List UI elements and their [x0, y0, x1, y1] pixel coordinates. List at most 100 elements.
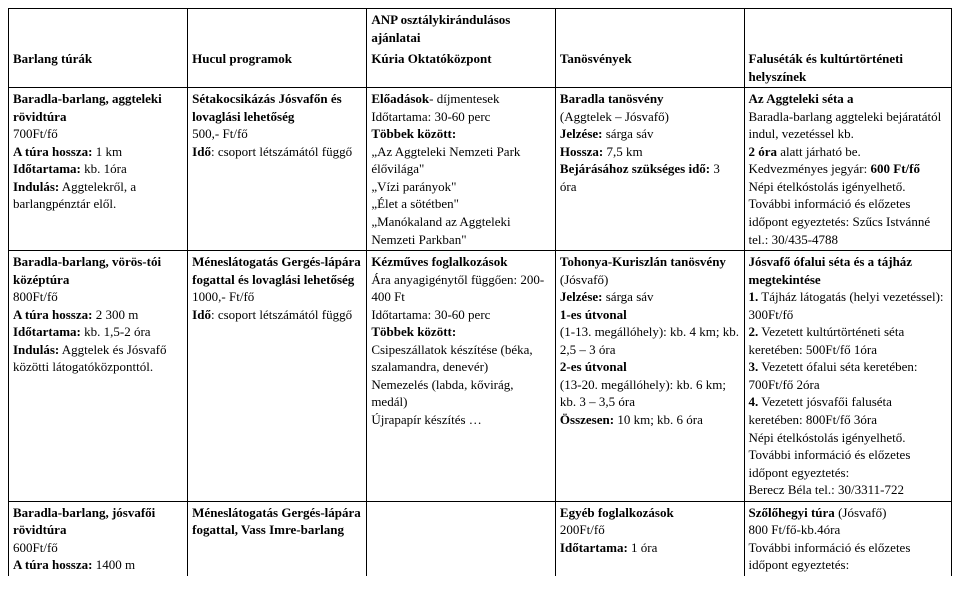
r1c5-l1: Baradla-barlang aggteleki bejáratától in… [749, 109, 942, 142]
r2c5-n1b: 1. [749, 289, 759, 304]
r1c4: Baradla tanösvény (Aggtelek – Jósvafő) J… [555, 88, 744, 251]
r3c1: Baradla-barlang, jósvafői rövidtúra 600F… [9, 501, 188, 576]
header-c1-text: Barlang túrák [13, 51, 92, 66]
r1c5-title: Az Aggteleki séta a [749, 91, 854, 106]
r2c4-r2t: (13-20. megállóhely): kb. 6 km; kb. 3 – … [560, 377, 726, 410]
r1c4-walk-lbl: Bejárásához szükséges idő: [560, 161, 710, 176]
r3c5: Szőlőhegyi túra (Jósvafő) 800 Ft/fő-kb.4… [744, 501, 952, 576]
r1c3-i3: „Élet a sötétben" [371, 196, 459, 211]
r1c3: Előadások- díjmentesek Időtartama: 30-60… [367, 88, 556, 251]
r1c2-time-val: : csoport létszámától függő [211, 144, 352, 159]
r2c5-l6: Berecz Béla tel.: 30/3311-722 [749, 482, 904, 497]
anp-title: ANP osztálykirándulásos ajánlatai [371, 12, 510, 45]
r3c2-title: Méneslátogatás Gergés-lápára fogattal, V… [192, 505, 361, 538]
r1c3-among-lbl: Többek között: [371, 126, 456, 141]
r1c3-dur: Időtartama: 30-60 perc [371, 109, 490, 124]
r3c1-len-val: 1400 m [92, 557, 135, 572]
header-c5-text: Faluséták és kultúrtörténeti helyszínek [749, 51, 904, 84]
r2c5-l5: További információ és előzetes időpont e… [749, 447, 911, 480]
r2c1-title: Baradla-barlang, vörös-tói középtúra [13, 254, 161, 287]
header-c3-text: Kúria Oktatóközpont [371, 51, 491, 66]
r2c4-r2b: 2-es útvonal [560, 359, 627, 374]
table-row: Baradla-barlang, vörös-tói középtúra 800… [9, 251, 952, 502]
r2c5-n2r: Vezetett kultúrtörténeti séta keretében:… [749, 324, 905, 357]
r3c1-price: 600Ft/fő [13, 540, 58, 555]
header-c4-text: Tanösvények [560, 51, 632, 66]
r2c1-len-lbl: A túra hossza: [13, 307, 92, 322]
r1c3-title: Előadások [371, 91, 429, 106]
r2c4-title-a: Tohonya-Kuriszlán tanösvény [560, 254, 726, 269]
r2c4: Tohonya-Kuriszlán tanösvény (Jósvafő) Je… [555, 251, 744, 502]
r1c2-price: 500,- Ft/fő [192, 126, 248, 141]
r2c1: Baradla-barlang, vörös-tói középtúra 800… [9, 251, 188, 502]
r2c5-n2b: 2. [749, 324, 759, 339]
r1c4-len-lbl: Hossza: [560, 144, 603, 159]
r2c1-start-lbl: Indulás: [13, 342, 59, 357]
r3c4-dur-lbl: Időtartama: [560, 540, 628, 555]
r2c1-len-val: 2 300 m [92, 307, 138, 322]
table-row: Baradla-barlang, aggteleki rövidtúra 700… [9, 88, 952, 251]
r1c1-len-lbl: A túra hossza: [13, 144, 92, 159]
r3c5-title-b: (Jósvafő) [835, 505, 887, 520]
r2c3-i1: Csipeszállatok készítése (béka, szalaman… [371, 342, 532, 375]
empty-cell [555, 9, 744, 49]
r2c2: Méneslátogatás Gergés-lápára fogattal és… [188, 251, 367, 502]
r1c1-title: Baradla-barlang, aggteleki rövidtúra [13, 91, 162, 124]
r2c1-dur-lbl: Időtartama: [13, 324, 81, 339]
r3c4: Egyéb foglalkozások 200Ft/fő Időtartama:… [555, 501, 744, 576]
r1c5-l2b: 2 óra [749, 144, 778, 159]
header-c4: Tanösvények [555, 48, 744, 88]
r2c5-n1r: Tájház látogatás (helyi vezetéssel): 300… [749, 289, 944, 322]
r2c3-p1: Ára anyagigénytől függően: 200-400 Ft [371, 272, 544, 305]
r2c2-time-lbl: Idő [192, 307, 211, 322]
r2c3-among-lbl: Többek között: [371, 324, 456, 339]
r1c3-i2: „Vízi parányok" [371, 179, 456, 194]
r1c4-mark-lbl: Jelzése: [560, 126, 603, 141]
empty-cell [188, 9, 367, 49]
r3c4-dur-val: 1 óra [628, 540, 658, 555]
r2c4-sum-val: 10 km; kb. 6 óra [614, 412, 703, 427]
r2c5-l4: Népi ételkóstolás igényelhető. [749, 430, 906, 445]
r2c4-mark-lbl: Jelzése: [560, 289, 603, 304]
r1c5-l4: Népi ételkóstolás igényelhető. [749, 179, 906, 194]
r1c1-dur-lbl: Időtartama: [13, 161, 81, 176]
r1c5: Az Aggteleki séta a Baradla-barlang aggt… [744, 88, 952, 251]
r2c5: Jósvafő ófalui séta és a tájház megtekin… [744, 251, 952, 502]
r2c3-title: Kézműves foglalkozások [371, 254, 507, 269]
r2c3: Kézműves foglalkozások Ára anyagigénytől… [367, 251, 556, 502]
r1c3-i4: „Manókaland az Aggteleki Nemzeti Parkban… [371, 214, 510, 247]
r1c5-l3b: 600 Ft/fő [871, 161, 920, 176]
r1c1-len-val: 1 km [92, 144, 122, 159]
r3c1-len-lbl: A túra hossza: [13, 557, 92, 572]
header-c3: Kúria Oktatóközpont [367, 48, 556, 88]
r2c5-n4b: 4. [749, 394, 759, 409]
r2c2-time-val: : csoport létszámától függő [211, 307, 352, 322]
r1c2-time-lbl: Idő [192, 144, 211, 159]
r1c3-title-suffix: - díjmentesek [429, 91, 499, 106]
empty-cell [744, 9, 952, 49]
r1c1-start-lbl: Indulás: [13, 179, 59, 194]
r3c1-title: Baradla-barlang, jósvafői rövidtúra [13, 505, 155, 538]
r1c1: Baradla-barlang, aggteleki rövidtúra 700… [9, 88, 188, 251]
r3c4-price: 200Ft/fő [560, 522, 605, 537]
r2c5-n3r: Vezetett ófalui séta keretében: 700Ft/fő… [749, 359, 918, 392]
r2c4-sum-lbl: Összesen: [560, 412, 614, 427]
r2c2-title: Méneslátogatás Gergés-lápára fogattal és… [192, 254, 361, 287]
r2c5-n4r: Vezetett jósvafői faluséta keretében: 80… [749, 394, 892, 427]
header-c1: Barlang túrák [9, 48, 188, 88]
r1c5-l3a: Kedvezményes jegyár: [749, 161, 871, 176]
r2c4-mark-val: sárga sáv [603, 289, 654, 304]
header-c5: Faluséták és kultúrtörténeti helyszínek [744, 48, 952, 88]
r2c3-i2: Nemezelés (labda, kővirág, medál) [371, 377, 513, 410]
r3c2: Méneslátogatás Gergés-lápára fogattal, V… [188, 501, 367, 576]
r2c5-n3b: 3. [749, 359, 759, 374]
programs-table: ANP osztálykirándulásos ajánlatai Barlan… [8, 8, 952, 576]
header-row: Barlang túrák Hucul programok Kúria Okta… [9, 48, 952, 88]
anp-title-cell: ANP osztálykirándulásos ajánlatai [367, 9, 556, 49]
r1c3-i1: „Az Aggteleki Nemzeti Park élővilága" [371, 144, 520, 177]
r1c1-dur-val: kb. 1óra [81, 161, 127, 176]
r3c5-l1: További információ és előzetes időpont e… [749, 540, 911, 573]
r2c4-r1b: 1-es útvonal [560, 307, 627, 322]
r3c3 [367, 501, 556, 576]
r2c5-title: Jósvafő ófalui séta és a tájház megtekin… [749, 254, 913, 287]
